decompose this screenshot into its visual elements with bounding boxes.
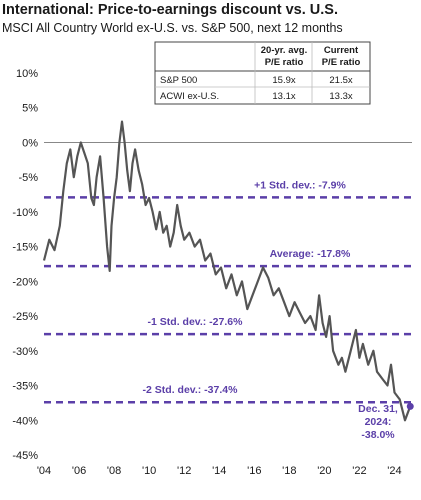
y-tick-label: -45% bbox=[12, 450, 38, 462]
reference-line-label: -1 Std. dev.: -27.6% bbox=[148, 316, 244, 328]
table-cell: 15.9x bbox=[272, 75, 295, 86]
y-axis: 10% 5% 0% -5% -10% -15% -20% -25% -30% -35% -40% -4… bbox=[12, 68, 38, 462]
x-tick-label: '04 bbox=[37, 465, 51, 477]
chart-title: International: Price-to-earnings discoun… bbox=[2, 2, 338, 18]
x-tick-label: '12 bbox=[177, 465, 191, 477]
last-point-label-line: Dec. 31, bbox=[358, 403, 398, 415]
table-header: Current bbox=[324, 45, 359, 56]
y-tick-label: -25% bbox=[12, 311, 38, 323]
x-tick-label: '16 bbox=[247, 465, 261, 477]
x-tick-label: '14 bbox=[212, 465, 226, 477]
last-point-label-line: 2024: bbox=[365, 416, 392, 428]
y-tick-label: -10% bbox=[12, 207, 38, 219]
table-cell: ACWI ex-U.S. bbox=[160, 91, 219, 102]
discount-series-line bbox=[42, 120, 412, 422]
x-tick-label: '06 bbox=[72, 465, 86, 477]
reference-line-label: -2 Std. dev.: -37.4% bbox=[143, 384, 239, 396]
table-header: P/E ratio bbox=[265, 57, 304, 68]
y-tick-label: 10% bbox=[16, 68, 38, 80]
x-axis: '04 '06 '08 '10 '12 '14 '16 '18 '20 '22 '24 bbox=[37, 465, 402, 477]
last-point-label-line: -38.0% bbox=[361, 429, 395, 441]
y-tick-label: -40% bbox=[12, 415, 38, 427]
table-cell: 13.3x bbox=[329, 91, 352, 102]
table-header: P/E ratio bbox=[322, 57, 361, 68]
table-cell: 13.1x bbox=[272, 91, 295, 102]
y-tick-label: 5% bbox=[22, 103, 38, 115]
y-tick-label: -15% bbox=[12, 242, 38, 254]
x-tick-label: '10 bbox=[142, 465, 156, 477]
reference-line-label: Average: -17.8% bbox=[270, 248, 351, 260]
y-tick-label: -20% bbox=[12, 276, 38, 288]
table-cell: S&P 500 bbox=[160, 75, 197, 86]
y-tick-label: -35% bbox=[12, 381, 38, 393]
reference-lines: +1 Std. dev.: -7.9% Average: -17.8% -1 Std… bbox=[44, 177, 412, 404]
y-tick-label: -5% bbox=[18, 172, 38, 184]
last-data-point bbox=[406, 402, 414, 410]
y-tick-label: -30% bbox=[12, 346, 38, 358]
chart-subtitle: MSCI All Country World ex-U.S. vs. S&P 5… bbox=[2, 21, 343, 35]
table-cell: 21.5x bbox=[329, 75, 352, 86]
x-tick-label: '08 bbox=[107, 465, 121, 477]
last-point-label: Dec. 31,2024:-38.0% bbox=[358, 403, 398, 441]
reference-line-label: +1 Std. dev.: -7.9% bbox=[254, 179, 346, 191]
table-header: 20-yr. avg. bbox=[261, 45, 307, 56]
x-tick-label: '20 bbox=[317, 465, 331, 477]
x-tick-label: '24 bbox=[387, 465, 401, 477]
x-tick-label: '22 bbox=[352, 465, 366, 477]
x-tick-label: '18 bbox=[282, 465, 296, 477]
y-tick-label: 0% bbox=[22, 137, 38, 149]
